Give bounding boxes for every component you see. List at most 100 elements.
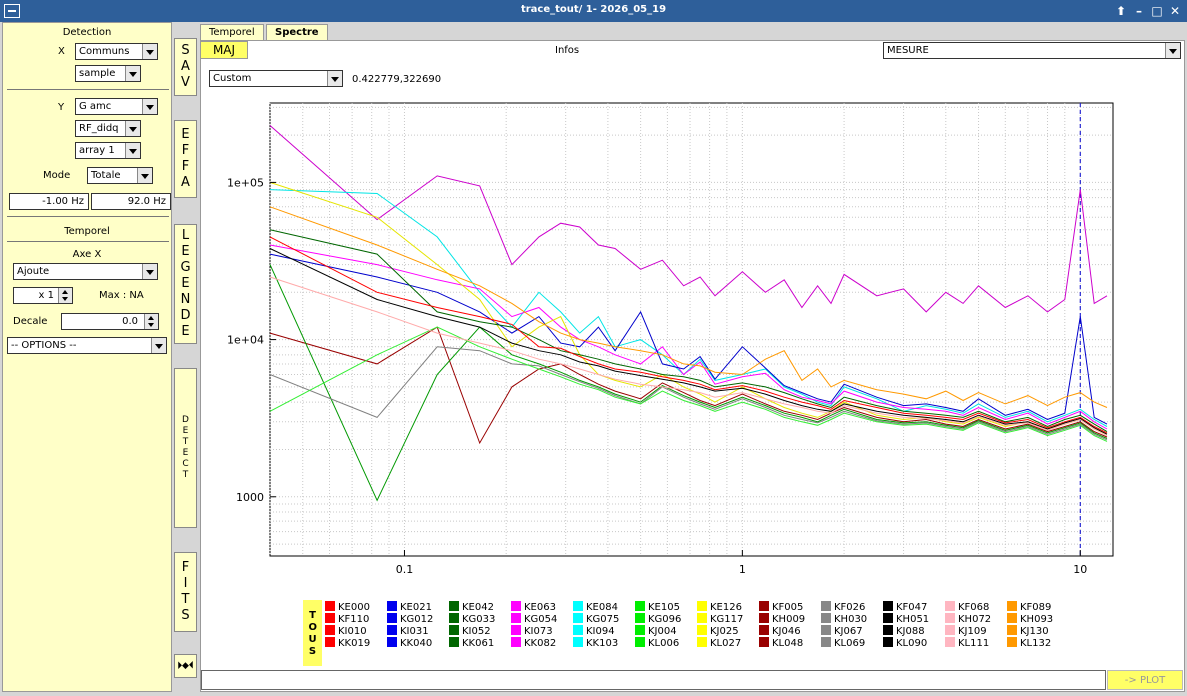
temporel-title: Temporel bbox=[64, 226, 110, 237]
legend-item-kh009[interactable]: KH009 bbox=[759, 613, 805, 625]
minimize-icon[interactable]: – bbox=[1136, 4, 1142, 18]
legend-item-kj004[interactable]: KJ004 bbox=[635, 625, 677, 637]
detect-button-label: DETECT bbox=[182, 415, 189, 480]
legend-item-label: KG033 bbox=[462, 614, 496, 625]
legend-item-ke042[interactable]: KE042 bbox=[449, 601, 494, 613]
legend-item-kf047[interactable]: KF047 bbox=[883, 601, 927, 613]
erase-button[interactable]: EFFA bbox=[174, 120, 197, 198]
y-tick-label: 1000 bbox=[236, 491, 264, 504]
legend-item-kg012[interactable]: KG012 bbox=[387, 613, 433, 625]
legend-item-kk103[interactable]: KK103 bbox=[573, 637, 618, 649]
legend-item-kh030[interactable]: KH030 bbox=[821, 613, 867, 625]
plot-button[interactable]: -> PLOT bbox=[1107, 670, 1183, 690]
fits-button[interactable]: FITS bbox=[174, 552, 197, 632]
y-sub-select-2[interactable]: array 1 bbox=[75, 142, 141, 159]
decale-spinbox[interactable]: 0.0 bbox=[61, 313, 159, 330]
legend-item-kh093[interactable]: KH093 bbox=[1007, 613, 1053, 625]
save-button[interactable]: SAV bbox=[174, 38, 197, 96]
legend-item-label: KK019 bbox=[338, 638, 371, 649]
legend-item-kh072[interactable]: KH072 bbox=[945, 613, 991, 625]
y-signal-select[interactable]: G amc bbox=[75, 98, 158, 115]
legend-item-kg075[interactable]: KG075 bbox=[573, 613, 619, 625]
legend-item-kk019[interactable]: KK019 bbox=[325, 637, 370, 649]
legend-item-ke105[interactable]: KE105 bbox=[635, 601, 680, 613]
legend-item-kl027[interactable]: KL027 bbox=[697, 637, 741, 649]
legend-item-kf110[interactable]: KF110 bbox=[325, 613, 369, 625]
color-swatch bbox=[511, 613, 521, 623]
command-input[interactable] bbox=[201, 670, 1106, 690]
multiplier-spinbox[interactable]: x 1 bbox=[13, 287, 73, 304]
spectrum-chart[interactable]: 0.1 1 10 1000 1e+04 1e+05 bbox=[0, 0, 1187, 600]
legend-item-label: KF110 bbox=[338, 614, 370, 625]
legend-item-kk040[interactable]: KK040 bbox=[387, 637, 432, 649]
tab-temporel[interactable]: Temporel bbox=[200, 24, 264, 40]
tab-spectre[interactable]: Spectre bbox=[266, 24, 328, 40]
mode-select[interactable]: Totale bbox=[87, 167, 153, 184]
legend-item-kj046[interactable]: KJ046 bbox=[759, 625, 801, 637]
legend-item-kg033[interactable]: KG033 bbox=[449, 613, 495, 625]
legend-item-kj088[interactable]: KJ088 bbox=[883, 625, 925, 637]
legend-item-ke063[interactable]: KE063 bbox=[511, 601, 556, 613]
color-swatch bbox=[821, 613, 831, 623]
color-swatch bbox=[945, 601, 955, 611]
legend-item-kf005[interactable]: KF005 bbox=[759, 601, 803, 613]
raise-window-icon[interactable]: ⬆ bbox=[1115, 4, 1127, 18]
x-signal-select[interactable]: Communs bbox=[75, 43, 158, 60]
select-all-button[interactable]: TOUS bbox=[303, 600, 322, 666]
color-swatch bbox=[573, 637, 583, 647]
window-title: trace_tout/ 1- 2026_05_19 bbox=[520, 4, 667, 15]
legend-item-kl006[interactable]: KL006 bbox=[635, 637, 679, 649]
legend-item-kj067[interactable]: KJ067 bbox=[821, 625, 863, 637]
legend-item-kl048[interactable]: KL048 bbox=[759, 637, 803, 649]
legend-item-ki052[interactable]: KI052 bbox=[449, 625, 491, 637]
legend-item-ke000[interactable]: KE000 bbox=[325, 601, 370, 613]
decale-value: 0.0 bbox=[122, 316, 138, 327]
legend-item-kl132[interactable]: KL132 bbox=[1007, 637, 1051, 649]
chevron-down-icon bbox=[327, 71, 342, 86]
legend-item-kl111[interactable]: KL111 bbox=[945, 637, 989, 649]
legend-item-kg054[interactable]: KG054 bbox=[511, 613, 557, 625]
legend-item-ki031[interactable]: KI031 bbox=[387, 625, 429, 637]
color-swatch bbox=[821, 601, 831, 611]
legend-item-kj109[interactable]: KJ109 bbox=[945, 625, 987, 637]
x-sub-select[interactable]: sample bbox=[75, 65, 141, 82]
legend-item-kl090[interactable]: KL090 bbox=[883, 637, 927, 649]
legend-item-ke126[interactable]: KE126 bbox=[697, 601, 742, 613]
close-icon[interactable]: ✕ bbox=[1169, 4, 1181, 18]
erase-button-label: EFFA bbox=[181, 127, 190, 190]
legend-item-kf068[interactable]: KF068 bbox=[945, 601, 989, 613]
legend-item-label: KI031 bbox=[400, 626, 429, 637]
collapse-panel-button[interactable]: ⏵◆⏴ bbox=[174, 654, 197, 678]
legend-item-kf089[interactable]: KF089 bbox=[1007, 601, 1051, 613]
spin-arrows-icon[interactable] bbox=[58, 288, 72, 303]
legend-item-kf026[interactable]: KF026 bbox=[821, 601, 865, 613]
legend-item-kj025[interactable]: KJ025 bbox=[697, 625, 739, 637]
detect-button[interactable]: DETECT bbox=[174, 368, 197, 528]
legend-button[interactable]: LEGENDE bbox=[174, 224, 197, 344]
legend-item-ke084[interactable]: KE084 bbox=[573, 601, 618, 613]
legend-item-kg117[interactable]: KG117 bbox=[697, 613, 743, 625]
mesure-select[interactable]: MESURE bbox=[883, 42, 1181, 59]
legend-item-ki073[interactable]: KI073 bbox=[511, 625, 553, 637]
legend-item-kg096[interactable]: KG096 bbox=[635, 613, 681, 625]
freq-max-field[interactable]: 92.0 Hz bbox=[91, 193, 171, 210]
freq-min-field[interactable]: -1.00 Hz bbox=[9, 193, 89, 210]
legend-item-ke021[interactable]: KE021 bbox=[387, 601, 432, 613]
legend-item-ki010[interactable]: KI010 bbox=[325, 625, 367, 637]
y-sub-select-1[interactable]: RF_didq bbox=[75, 120, 141, 137]
scale-select[interactable]: Custom bbox=[209, 70, 343, 87]
window-menu-icon[interactable] bbox=[4, 4, 20, 18]
mesure-value: MESURE bbox=[887, 45, 929, 56]
legend-item-kl069[interactable]: KL069 bbox=[821, 637, 865, 649]
axe-x-select[interactable]: Ajoute bbox=[13, 263, 158, 280]
legend-item-ki094[interactable]: KI094 bbox=[573, 625, 615, 637]
update-button[interactable]: MAJ bbox=[200, 41, 248, 59]
legend-item-kk061[interactable]: KK061 bbox=[449, 637, 494, 649]
legend-item-kh051[interactable]: KH051 bbox=[883, 613, 929, 625]
options-select[interactable]: -- OPTIONS -- bbox=[7, 337, 167, 354]
legend-item-label: KJ067 bbox=[834, 626, 863, 637]
legend-item-kk082[interactable]: KK082 bbox=[511, 637, 556, 649]
legend-item-kj130[interactable]: KJ130 bbox=[1007, 625, 1049, 637]
spin-arrows-icon[interactable] bbox=[144, 314, 158, 329]
maximize-icon[interactable]: □ bbox=[1151, 4, 1163, 18]
